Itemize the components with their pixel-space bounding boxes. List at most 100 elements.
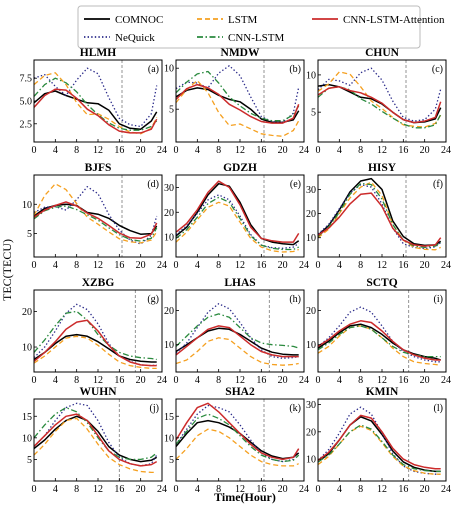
- x-tick-label: 0: [174, 484, 179, 495]
- x-tick-label: 0: [174, 375, 179, 386]
- y-tick-label: 15: [164, 412, 174, 423]
- y-tick-label: 30: [306, 400, 316, 411]
- series-line-nequick: [318, 183, 442, 250]
- x-tick-label: 16: [398, 484, 408, 495]
- x-tick-label: 12: [235, 260, 245, 271]
- x-tick-label: 20: [420, 375, 430, 386]
- series-group: [34, 67, 158, 135]
- x-tick-label: 4: [337, 375, 342, 386]
- y-tick-label: 20: [164, 306, 174, 317]
- y-tick-label: 10: [164, 433, 174, 444]
- panel-title: HLMH: [80, 47, 116, 59]
- series-line-cnn-lstm-attention: [34, 319, 157, 367]
- y-tick-label: 5: [311, 108, 316, 119]
- x-tick-label: 8: [358, 484, 363, 495]
- series-line-lstm: [176, 428, 299, 467]
- x-tick-label: 24: [157, 484, 167, 495]
- panel-label: (d): [147, 179, 159, 190]
- x-tick-label: 24: [299, 484, 309, 495]
- series-line-cnn-lstm-attention: [176, 83, 300, 124]
- x-tick-label: 8: [74, 260, 79, 271]
- series-group: [318, 306, 441, 366]
- y-tick-label: 10: [22, 343, 32, 354]
- series-line-cnn-lstm-attention: [318, 320, 441, 361]
- series-line-cnn-lstm-attention: [34, 201, 158, 240]
- y-tick-label: 10: [306, 340, 316, 351]
- y-tick-label: 10: [306, 70, 316, 81]
- series-line-cnn-lstm: [176, 70, 300, 122]
- series-line-lstm: [318, 425, 441, 475]
- series-line-comnoc: [34, 90, 158, 130]
- panel-title: WUHN: [79, 386, 117, 398]
- x-tick-label: 16: [256, 260, 266, 271]
- x-tick-label: 8: [216, 145, 221, 156]
- x-tick-label: 0: [32, 484, 37, 495]
- x-tick-label: 4: [337, 145, 342, 156]
- x-tick-label: 0: [32, 375, 37, 386]
- x-tick-label: 16: [398, 145, 408, 156]
- panel-label: (a): [148, 64, 159, 75]
- panel-title: NMDW: [221, 47, 260, 59]
- series-group: [176, 65, 300, 137]
- panel-title: LHAS: [224, 277, 255, 289]
- x-tick-label: 16: [114, 145, 124, 156]
- y-tick-label: 20: [306, 427, 316, 438]
- legend-frame: [77, 5, 421, 49]
- panel-sctq: SCTQ 0 4 8 12 16 20 24 10 20 (i): [306, 277, 451, 386]
- series-line-cnn-lstm: [318, 325, 441, 358]
- panel-gdzh: GDZH 0 4 8 12 16 20 24 10 20 30 (e): [164, 162, 309, 271]
- series-line-cnn-lstm: [318, 424, 441, 473]
- x-tick-label: 20: [278, 375, 288, 386]
- x-axis-label: Time(Hour): [214, 490, 276, 504]
- x-tick-label: 20: [136, 375, 146, 386]
- x-tick-label: 20: [136, 145, 146, 156]
- x-tick-label: 16: [256, 145, 266, 156]
- series-line-cnn-lstm: [318, 86, 442, 129]
- panel-label: (j): [150, 403, 159, 414]
- series-group: [34, 183, 158, 245]
- panel-title: SHA2: [225, 386, 255, 398]
- x-tick-label: 20: [420, 260, 430, 271]
- series-line-comnoc: [34, 333, 157, 363]
- legend-label-nequick: NeQuick: [115, 32, 155, 44]
- x-tick-label: 8: [358, 260, 363, 271]
- y-tick-label: 5: [27, 229, 32, 240]
- x-tick-label: 20: [420, 145, 430, 156]
- series-group: [318, 406, 441, 475]
- x-tick-label: 8: [358, 375, 363, 386]
- x-tick-label: 4: [195, 260, 200, 271]
- x-tick-label: 0: [32, 145, 37, 156]
- series-group: [318, 67, 442, 129]
- legend-label-cnn-lstm: CNN-LSTM: [228, 32, 284, 44]
- series-group: [34, 303, 157, 370]
- series-line-lstm: [176, 201, 299, 253]
- x-tick-label: 16: [256, 484, 266, 495]
- x-tick-label: 24: [441, 260, 451, 271]
- x-tick-label: 16: [114, 484, 124, 495]
- series-line-nequick: [176, 194, 300, 249]
- panel-label: (k): [289, 403, 301, 414]
- series-line-lstm: [318, 181, 441, 251]
- y-tick-label: 5: [169, 105, 174, 116]
- panel-label: (i): [434, 294, 443, 305]
- x-tick-label: 8: [216, 260, 221, 271]
- x-tick-label: 0: [32, 260, 37, 271]
- x-tick-label: 8: [74, 145, 79, 156]
- panel-kmin: KMIN 0 4 8 12 16 20 24 10 20 30 (l): [306, 386, 451, 495]
- series-line-cnn-lstm: [318, 182, 442, 249]
- panel-title: HISY: [368, 162, 397, 174]
- series-line-cnn-lstm-attention: [318, 86, 442, 124]
- x-tick-label: 8: [216, 484, 221, 495]
- series-line-cnn-lstm-attention: [34, 88, 158, 134]
- series-line-cnn-lstm: [34, 77, 158, 131]
- x-tick-label: 24: [299, 375, 309, 386]
- y-tick-label: 20: [306, 209, 316, 220]
- x-tick-label: 12: [93, 484, 103, 495]
- y-tick-label: 5.0: [20, 97, 33, 108]
- panel-title: XZBG: [82, 277, 115, 289]
- series-line-cnn-lstm-attention: [318, 192, 442, 247]
- series-line-lstm: [34, 417, 157, 474]
- series-line-lstm: [34, 183, 158, 244]
- x-tick-label: 8: [216, 375, 221, 386]
